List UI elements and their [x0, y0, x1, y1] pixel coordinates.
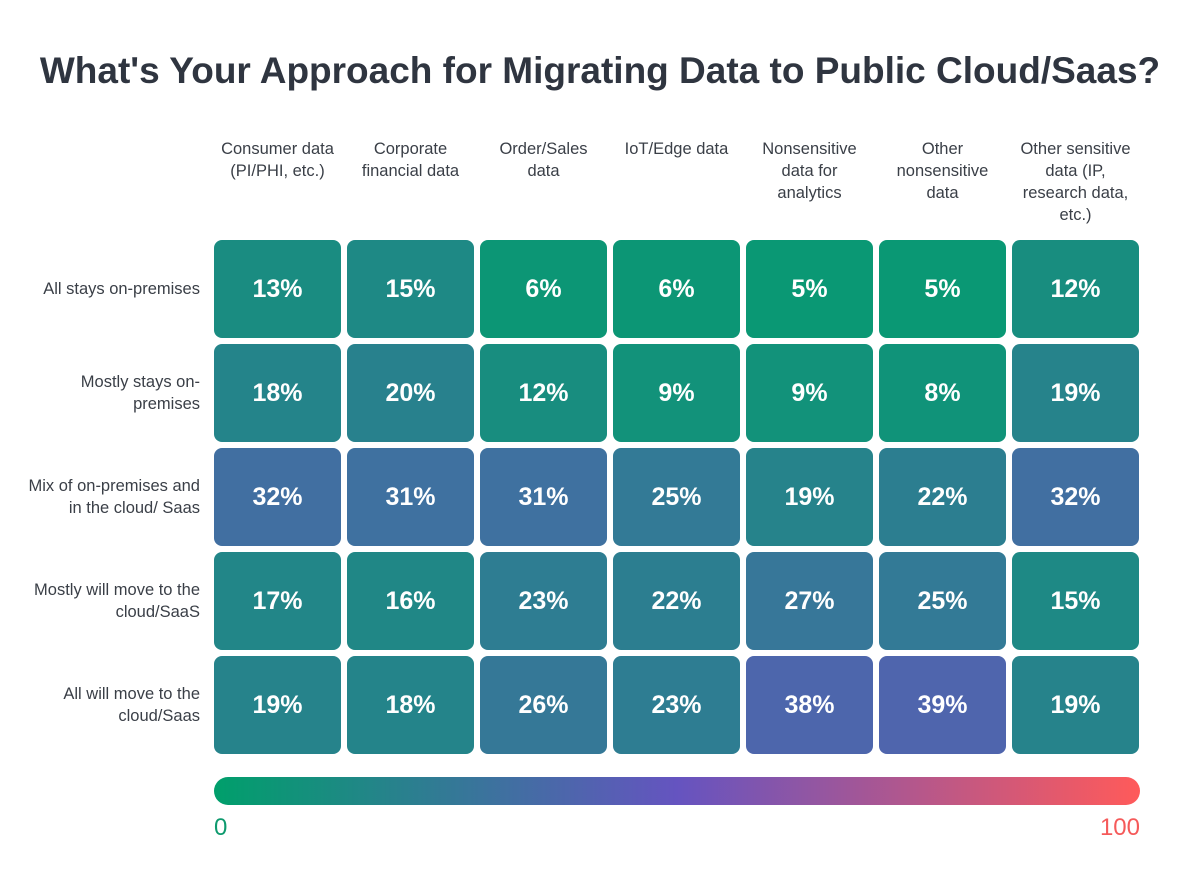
heatmap-cell: 6%: [480, 240, 607, 338]
heatmap-cell: 32%: [1012, 448, 1139, 546]
heatmap-cell: 18%: [347, 656, 474, 754]
heatmap-cell: 31%: [347, 448, 474, 546]
row-label: All stays on-premises: [43, 280, 200, 298]
column-label: Consumer data (PI/PHI, etc.): [221, 140, 334, 180]
heatmap-cell: 9%: [613, 344, 740, 442]
heatmap-cell: 20%: [347, 344, 474, 442]
heatmap-cell: 15%: [1012, 552, 1139, 650]
heatmap-cell: 39%: [879, 656, 1006, 754]
row-label: Mostly stays on-premises: [80, 373, 200, 413]
chart-title: What's Your Approach for Migrating Data …: [39, 50, 1161, 91]
heatmap-cell: 32%: [214, 448, 341, 546]
heatmap-cell: 5%: [746, 240, 873, 338]
column-label: Other nonsensitive data: [896, 140, 989, 202]
heatmap-cell: 9%: [746, 344, 873, 442]
column-label: IoT/Edge data: [624, 140, 729, 158]
heatmap-cell: 18%: [214, 344, 341, 442]
heatmap-cell: 17%: [214, 552, 341, 650]
heatmap-cell: 26%: [480, 656, 607, 754]
heatmap-cell: 27%: [746, 552, 873, 650]
heatmap-cell: 25%: [879, 552, 1006, 650]
row-label: Mix of on-premises and in the cloud/ Saa…: [28, 477, 201, 517]
column-label: Order/Sales data: [499, 140, 588, 180]
color-scale-min-label: 0: [214, 814, 228, 841]
heatmap-cell: 25%: [613, 448, 740, 546]
heatmap-cell: 6%: [613, 240, 740, 338]
column-label: Nonsensitive data for analytics: [762, 140, 857, 202]
column-label: Other sensitive data (IP, research data,…: [1020, 140, 1131, 224]
color-scale-bar: [214, 777, 1140, 805]
heatmap-cell: 31%: [480, 448, 607, 546]
heatmap-cell: 22%: [613, 552, 740, 650]
heatmap-cell: 12%: [480, 344, 607, 442]
column-label: Corporate financial data: [361, 140, 460, 180]
heatmap-cell: 15%: [347, 240, 474, 338]
heatmap-cell: 12%: [1012, 240, 1139, 338]
heatmap-cell: 16%: [347, 552, 474, 650]
color-scale-max-label: 100: [1099, 814, 1140, 841]
heatmap-cell: 19%: [1012, 344, 1139, 442]
heatmap-cell: 38%: [746, 656, 873, 754]
row-label: Mostly will move to the cloud/SaaS: [34, 581, 200, 621]
heatmap-cell: 5%: [879, 240, 1006, 338]
heatmap-cell: 22%: [879, 448, 1006, 546]
heatmap-cell: 8%: [879, 344, 1006, 442]
heatmap-cell: 13%: [214, 240, 341, 338]
heatmap-cell: 19%: [214, 656, 341, 754]
heatmap-cell: 23%: [480, 552, 607, 650]
row-label: All will move to the cloud/Saas: [63, 685, 200, 725]
heatmap-cell: 19%: [1012, 656, 1139, 754]
heatmap-cell: 23%: [613, 656, 740, 754]
heatmap-cell: 19%: [746, 448, 873, 546]
